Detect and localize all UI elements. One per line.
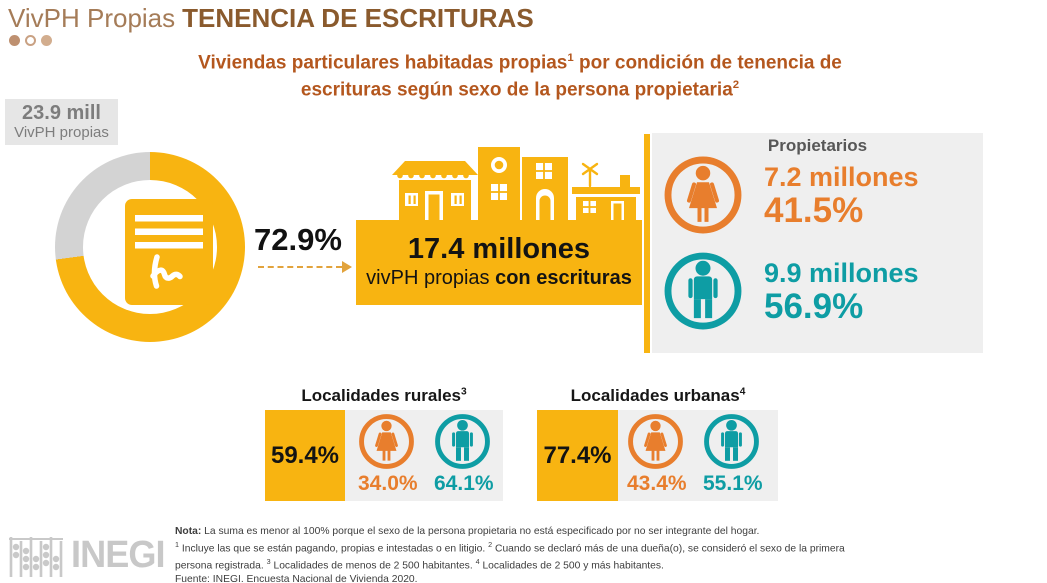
urban-men-column: 55.1% <box>703 413 763 496</box>
inegi-logo-text: INEGI <box>71 534 165 576</box>
footnote-3-sup: 3 <box>266 557 271 567</box>
slide-pagination-dots <box>9 35 52 46</box>
owners-men-text: 9.9 millones 56.9% <box>764 258 919 326</box>
footnote-nota-label: Nota: <box>175 526 202 537</box>
rural-men-column: 64.1% <box>434 413 494 496</box>
chart-subtitle: Viviendas particulares habitadas propias… <box>150 47 890 102</box>
pagination-dot-1[interactable] <box>9 35 20 46</box>
urban-total-percentage: 77.4% <box>543 441 612 469</box>
with-deeds-caption-bold: con escrituras <box>495 267 632 289</box>
owners-row-women: 7.2 millones 41.5% <box>652 155 983 245</box>
rural-title: Localidades rurales3 <box>262 386 506 406</box>
with-deeds-caption-regular: vivPH propias <box>366 267 496 289</box>
footnote-4-text: Localidades de 2 500 y más habitantes. <box>479 560 664 572</box>
women-millions: 7.2 millones <box>764 162 919 192</box>
rural-title-sup: 3 <box>461 386 467 398</box>
pagination-dot-3[interactable] <box>41 35 52 46</box>
footnote-nota-text: La suma es menor al 100% porque el sexo … <box>201 526 760 537</box>
with-deeds-caption: vivPH propias con escrituras <box>356 266 642 290</box>
rural-title-text: Localidades rurales <box>301 386 461 405</box>
owners-panel: Propietarios 7.2 millones 41.5% <box>652 133 983 353</box>
rural-total-percentage: 59.4% <box>270 441 340 469</box>
footnote-2-text: Cuando se declaró más de una dueña(o), s… <box>175 543 845 572</box>
urban-women-percentage: 43.4% <box>627 472 687 495</box>
yellow-divider <box>644 134 650 353</box>
footnote-nota: Nota: La suma es menor al 100% porque el… <box>175 525 880 538</box>
inegi-logo: INEGI <box>8 534 169 577</box>
urban-title: Localidades urbanas4 <box>535 386 781 406</box>
total-badge: 23.9 mill VivPH propias <box>5 99 118 145</box>
page-title: VivPH Propias TENENCIA DE ESCRITURAS <box>8 3 534 33</box>
pagination-dot-2[interactable] <box>25 35 36 46</box>
with-deeds-highlight-box: 17.4 millones vivPH propias con escritur… <box>356 220 642 305</box>
with-deeds-value: 17.4 millones <box>407 233 591 265</box>
footnote-2-sup: 2 <box>488 540 493 549</box>
total-badge-value: 23.9 mill <box>22 102 101 124</box>
owners-women-text: 7.2 millones 41.5% <box>764 162 919 230</box>
footnote-4-sup: 4 <box>475 557 480 567</box>
footnote-3-text: Localidades de menos de 2 500 habitantes… <box>270 560 476 572</box>
urban-title-sup: 4 <box>739 386 746 398</box>
urban-title-text: Localidades urbanas <box>570 386 740 405</box>
urban-total-box: 77.4% <box>537 410 618 501</box>
dashed-arrow-icon <box>258 261 352 273</box>
subtitle-sup-2: 2 <box>732 79 740 92</box>
footnote-source: Fuente: INEGI. Encuesta Nacional de Vivi… <box>175 573 418 583</box>
woman-icon <box>358 413 415 470</box>
subtitle-line1-rest: por condición de tenencia de <box>573 52 842 74</box>
men-millions: 9.9 millones <box>764 258 919 288</box>
rural-total-box: 59.4% <box>265 410 345 501</box>
total-badge-label: VivPH propias <box>14 124 109 141</box>
rural-sex-panel: 34.0% 64.1% <box>345 410 503 501</box>
women-percentage: 41.5% <box>764 191 864 230</box>
man-icon <box>434 413 491 470</box>
subtitle-line2: escrituras según sexo de la persona prop… <box>300 79 733 101</box>
man-icon <box>703 413 760 470</box>
owners-panel-title: Propietarios <box>767 136 868 155</box>
woman-icon <box>627 413 684 470</box>
signed-document-icon <box>125 199 213 305</box>
woman-icon <box>663 155 743 235</box>
page-title-prefix: VivPH Propias <box>8 3 176 33</box>
buildings-illustration-icon <box>392 146 640 221</box>
urban-sex-panel: 43.4% 55.1% <box>618 410 778 501</box>
donut-percentage-label: 72.9% <box>254 222 342 257</box>
man-icon <box>663 251 743 331</box>
footnote-1-sup: 1 <box>175 540 180 549</box>
page-title-main: TENENCIA DE ESCRITURAS <box>182 3 534 33</box>
rural-women-column: 34.0% <box>358 413 418 496</box>
footnote-definitions: 1 Incluye las que se están pagando, prop… <box>175 538 880 573</box>
subtitle-sup-1: 1 <box>567 52 574 64</box>
rural-men-percentage: 64.1% <box>434 472 494 495</box>
rural-women-percentage: 34.0% <box>358 472 418 495</box>
urban-men-percentage: 55.1% <box>703 472 763 495</box>
abacus-icon <box>9 536 63 577</box>
deeds-donut-chart <box>55 152 245 342</box>
owners-row-men: 9.9 millones 56.9% <box>652 251 983 341</box>
footnotes: Nota: La suma es menor al 100% porque el… <box>175 525 880 583</box>
footnote-1-text: Incluye las que se están pagando, propia… <box>179 543 489 555</box>
men-percentage: 56.9% <box>764 287 864 326</box>
subtitle-line1: Viviendas particulares habitadas propias <box>198 52 568 74</box>
urban-women-column: 43.4% <box>627 413 687 496</box>
